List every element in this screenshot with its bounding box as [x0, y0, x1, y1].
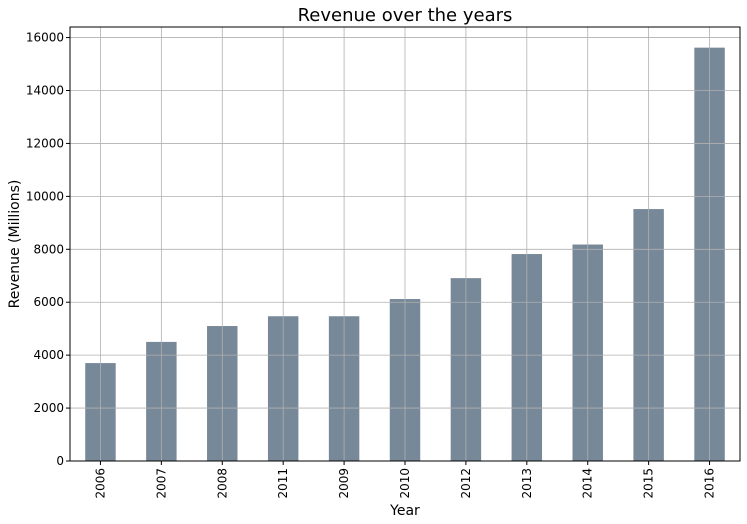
- chart-title: Revenue over the years: [298, 5, 513, 26]
- y-tick-label: 6000: [33, 295, 64, 309]
- x-tick-label: 2008: [215, 468, 229, 499]
- y-tick-label: 10000: [26, 189, 64, 203]
- y-tick-label: 14000: [26, 84, 64, 98]
- x-tick-label: 2006: [93, 468, 107, 499]
- y-tick-label: 16000: [26, 31, 64, 45]
- x-tick-label: 2014: [581, 468, 595, 499]
- x-tick-label: 2013: [520, 468, 534, 499]
- y-tick-label: 2000: [33, 401, 64, 415]
- y-tick-label: 12000: [26, 136, 64, 150]
- x-axis-label: Year: [389, 503, 420, 519]
- x-axis-ticks: 2006 2007 2008 2011 2009 2010 2012 2013 2014 2015…: [93, 461, 717, 499]
- y-tick-label: 4000: [33, 348, 64, 362]
- x-tick-label: 2010: [398, 468, 412, 499]
- x-tick-label: 2015: [642, 468, 656, 499]
- x-tick-label: 2011: [276, 468, 290, 499]
- y-axis-ticks: 0 2000 4000 6000 8000 10000 12000 14000 16000: [26, 31, 70, 468]
- x-tick-label: 2016: [703, 468, 717, 499]
- y-tick-label: 0: [56, 454, 64, 468]
- y-axis-label: Revenue (Millions): [7, 180, 23, 309]
- x-tick-label: 2012: [459, 468, 473, 499]
- x-tick-label: 2007: [154, 468, 168, 499]
- y-tick-label: 8000: [33, 242, 64, 256]
- x-tick-label: 2009: [337, 468, 351, 499]
